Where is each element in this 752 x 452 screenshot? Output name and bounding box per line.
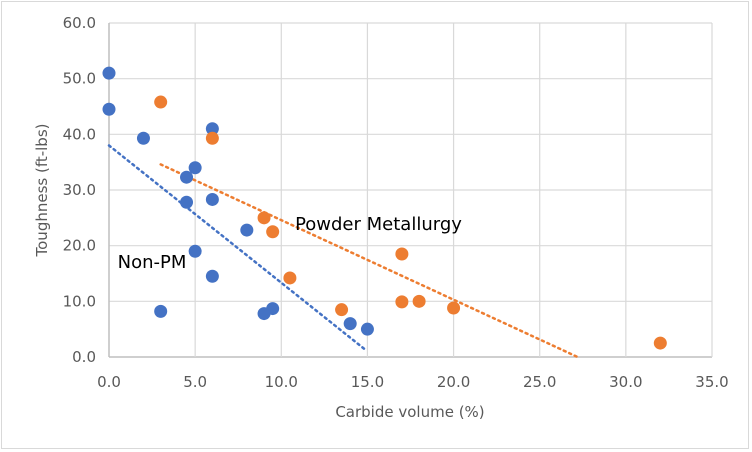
- y-tick-label: 10.0: [63, 292, 96, 310]
- point-non-pm: [180, 195, 194, 209]
- annotation-powder-metallurgy: Powder Metallurgy: [295, 214, 462, 235]
- point-non-pm: [205, 192, 219, 206]
- point-non-pm: [240, 223, 254, 237]
- point-non-pm: [205, 122, 219, 136]
- x-tick-label: 5.0: [183, 373, 207, 391]
- point-non-pm: [343, 317, 357, 331]
- x-tick-label: 35.0: [695, 373, 728, 391]
- point-non-pm: [136, 131, 150, 145]
- y-tick-label: 60.0: [63, 14, 96, 32]
- y-tick-labels: 0.0 10.0 20.0 30.0 40.0 50.0 60.0: [63, 14, 96, 366]
- point-non-pm: [188, 161, 202, 175]
- y-tick-label: 20.0: [63, 237, 96, 255]
- y-tick-label: 30.0: [63, 181, 96, 199]
- point-non-pm: [188, 244, 202, 258]
- y-tick-label: 50.0: [63, 70, 96, 88]
- gridlines: [108, 22, 713, 358]
- point-non-pm: [154, 304, 168, 318]
- trendlines: [107, 144, 579, 359]
- x-tick-label: 0.0: [97, 373, 121, 391]
- trendline-powder-metallurgy: [159, 163, 579, 359]
- x-tick-labels: 0.0 5.0 10.0 15.0 20.0 25.0 30.0 35.0: [97, 373, 729, 391]
- point-powder-metallurgy: [412, 294, 426, 308]
- x-tick-label: 20.0: [437, 373, 470, 391]
- point-powder-metallurgy: [257, 211, 271, 225]
- point-non-pm: [360, 322, 374, 336]
- point-powder-metallurgy: [395, 295, 409, 309]
- y-tick-label: 0.0: [72, 348, 96, 366]
- point-powder-metallurgy: [653, 336, 667, 350]
- x-tick-label: 15.0: [351, 373, 384, 391]
- x-tick-label: 10.0: [265, 373, 298, 391]
- y-tick-label: 40.0: [63, 125, 96, 143]
- point-non-pm: [180, 170, 194, 184]
- point-non-pm: [266, 302, 280, 316]
- point-powder-metallurgy: [283, 271, 297, 285]
- annotation-non-pm: Non-PM: [118, 252, 187, 273]
- point-powder-metallurgy: [335, 303, 349, 317]
- point-non-pm: [205, 269, 219, 283]
- data-points: [102, 66, 667, 350]
- point-powder-metallurgy: [395, 247, 409, 261]
- point-powder-metallurgy: [154, 95, 168, 109]
- x-tick-label: 25.0: [523, 373, 556, 391]
- point-non-pm: [102, 66, 116, 80]
- x-tick-label: 30.0: [609, 373, 642, 391]
- point-powder-metallurgy: [447, 301, 461, 315]
- y-axis-title: Toughness (ft-lbs): [33, 124, 51, 258]
- trendline-non-pm: [107, 144, 366, 350]
- point-non-pm: [102, 102, 116, 116]
- point-powder-metallurgy: [266, 225, 280, 239]
- point-powder-metallurgy: [205, 131, 219, 145]
- x-axis-title: Carbide volume (%): [335, 403, 484, 421]
